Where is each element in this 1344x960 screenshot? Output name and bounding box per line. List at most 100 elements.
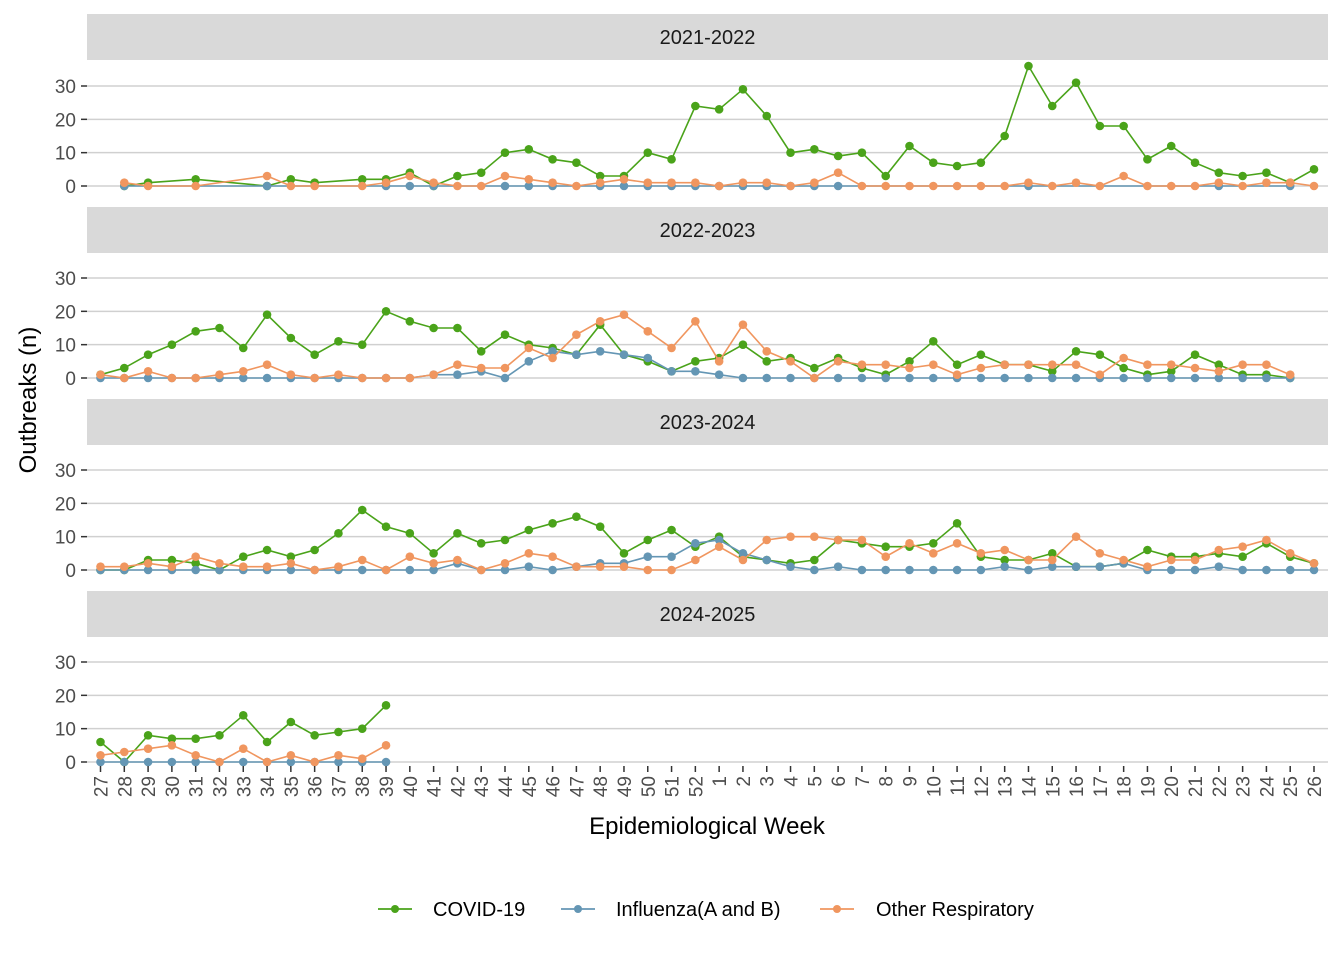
data-point xyxy=(167,757,177,767)
data-point xyxy=(310,545,319,555)
data-point xyxy=(738,320,748,329)
legend-item: Influenza(A and B) xyxy=(561,899,781,921)
data-point xyxy=(215,559,224,568)
data-point xyxy=(167,555,177,565)
series-line xyxy=(124,64,1315,187)
data-point xyxy=(453,171,462,181)
data-point xyxy=(1071,78,1081,87)
data-point xyxy=(357,754,367,763)
data-point xyxy=(96,370,105,379)
data-point xyxy=(476,181,486,191)
series-COVID-19 xyxy=(119,61,1319,191)
data-point xyxy=(976,363,986,373)
data-point xyxy=(738,340,748,349)
data-point xyxy=(191,734,200,743)
data-point xyxy=(667,343,676,353)
data-point xyxy=(738,549,748,558)
data-point xyxy=(976,158,986,167)
data-point xyxy=(262,310,272,319)
data-point xyxy=(643,353,653,363)
y-tick-label: 10 xyxy=(55,336,76,357)
data-point xyxy=(572,512,581,521)
data-point xyxy=(310,565,319,575)
data-point xyxy=(405,373,415,383)
y-tick-label: 0 xyxy=(65,753,76,774)
data-point xyxy=(1262,168,1271,177)
data-point xyxy=(762,178,772,187)
data-point xyxy=(643,327,653,336)
data-point xyxy=(334,370,343,379)
x-tick-label: 52 xyxy=(686,776,707,797)
data-point xyxy=(952,360,962,369)
data-point xyxy=(833,357,843,366)
data-point xyxy=(1166,367,1176,376)
data-point xyxy=(1047,367,1057,376)
data-point xyxy=(1262,535,1271,545)
data-point xyxy=(1143,360,1152,369)
data-point xyxy=(238,757,248,767)
data-point xyxy=(1119,171,1128,181)
data-point xyxy=(1166,360,1176,369)
data-point xyxy=(262,373,272,383)
data-point xyxy=(119,373,129,383)
data-point xyxy=(786,181,795,191)
x-tick-label: 20 xyxy=(1162,776,1183,797)
data-point xyxy=(619,549,629,558)
data-point xyxy=(143,367,153,376)
data-point xyxy=(905,357,914,366)
data-point xyxy=(1095,350,1105,359)
panel-title: 2024-2025 xyxy=(660,604,756,626)
data-point xyxy=(1119,555,1128,565)
data-point xyxy=(334,562,343,571)
data-point xyxy=(1071,562,1081,571)
data-point xyxy=(1071,178,1081,187)
data-point xyxy=(1024,178,1033,187)
data-point xyxy=(691,357,700,366)
y-tick-label: 0 xyxy=(65,561,76,582)
data-point xyxy=(691,555,700,565)
data-point xyxy=(762,535,772,545)
data-point xyxy=(405,529,415,538)
data-point xyxy=(167,741,177,750)
data-point xyxy=(1238,181,1247,191)
x-tick-label: 44 xyxy=(496,776,517,798)
x-tick-label: 19 xyxy=(1138,776,1159,797)
data-point xyxy=(96,562,105,571)
panel-2022-2023: 2022-2023 0 10 20 30 xyxy=(55,207,1328,390)
data-point xyxy=(191,552,200,561)
data-point xyxy=(1143,155,1152,164)
data-point xyxy=(286,333,296,343)
data-point xyxy=(548,565,557,575)
data-point xyxy=(786,373,795,383)
data-point xyxy=(952,539,962,548)
data-point xyxy=(167,562,177,571)
data-point xyxy=(643,148,653,157)
data-point xyxy=(810,532,819,541)
data-point xyxy=(215,731,224,740)
data-point xyxy=(191,757,200,767)
data-point xyxy=(167,373,177,383)
x-tick-label: 25 xyxy=(1281,776,1302,797)
x-tick-label: 1 xyxy=(710,776,731,787)
data-point xyxy=(262,562,272,571)
data-point xyxy=(857,148,867,157)
data-point xyxy=(286,751,296,760)
x-tick-label: 4 xyxy=(782,776,803,787)
data-point xyxy=(334,337,343,346)
data-point xyxy=(1214,178,1224,187)
legend-label: Influenza(A and B) xyxy=(616,899,781,921)
x-tick-label: 29 xyxy=(139,776,160,797)
data-point xyxy=(1285,370,1295,379)
data-point xyxy=(405,552,415,561)
data-point xyxy=(429,559,438,568)
data-point xyxy=(952,181,962,191)
data-point xyxy=(500,565,510,575)
data-point xyxy=(952,519,962,528)
data-point xyxy=(595,562,605,571)
y-tick-label: 20 xyxy=(55,110,76,131)
data-point xyxy=(857,535,867,545)
series-COVID-19 xyxy=(96,701,391,767)
y-axis-title: Outbreaks (n) xyxy=(15,327,42,474)
data-point xyxy=(1238,565,1247,575)
x-tick-label: 30 xyxy=(163,776,184,797)
